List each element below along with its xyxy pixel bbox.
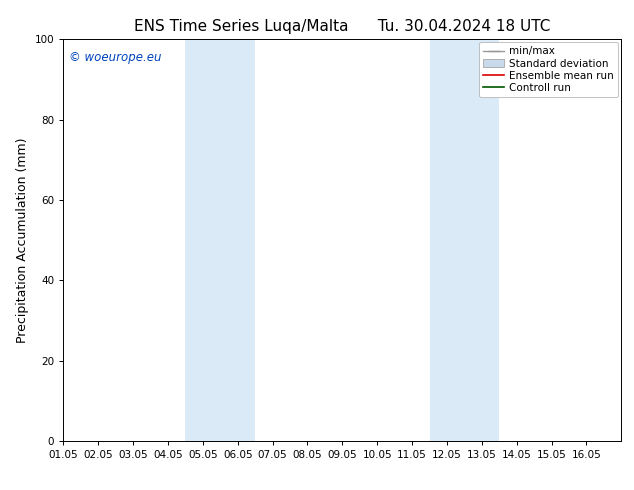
Legend: min/max, Standard deviation, Ensemble mean run, Controll run: min/max, Standard deviation, Ensemble me…	[479, 42, 618, 97]
Bar	[185, 39, 255, 441]
Y-axis label: Precipitation Accumulation (mm): Precipitation Accumulation (mm)	[16, 137, 29, 343]
Title: ENS Time Series Luqa/Malta      Tu. 30.04.2024 18 UTC: ENS Time Series Luqa/Malta Tu. 30.04.202…	[134, 19, 550, 34]
Bar	[429, 39, 500, 441]
Text: © woeurope.eu: © woeurope.eu	[69, 51, 162, 64]
